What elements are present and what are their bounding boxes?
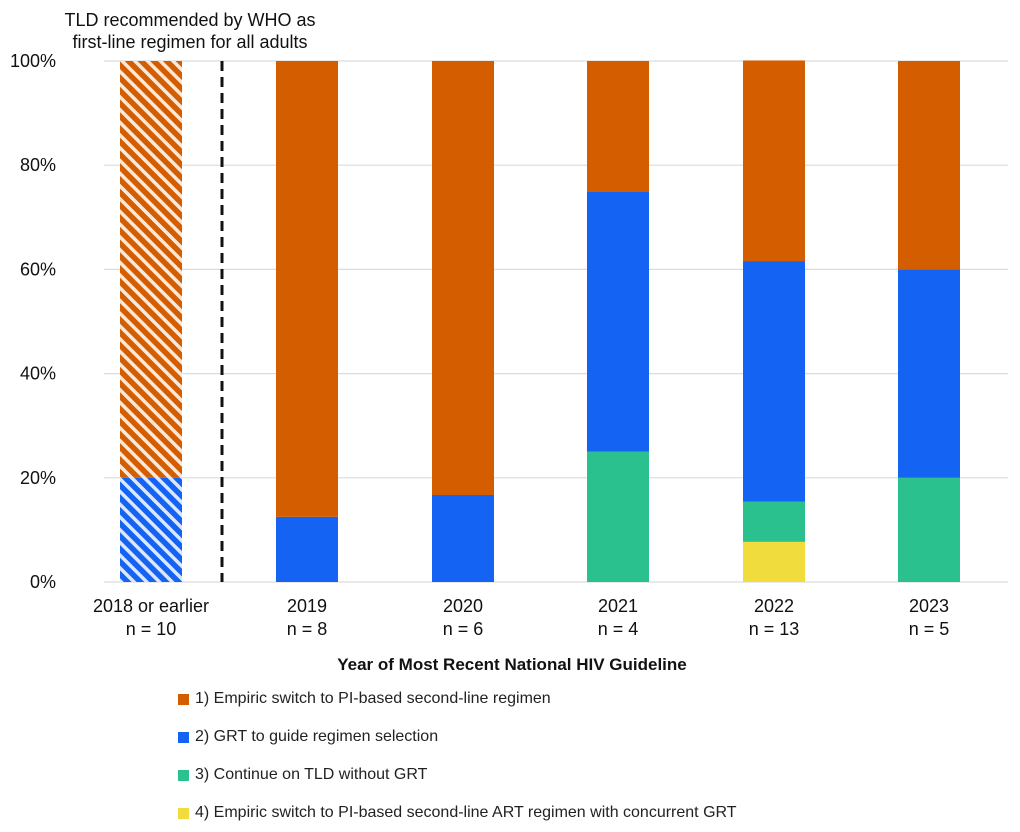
bar-segment xyxy=(432,61,494,495)
bar-segment xyxy=(432,494,494,582)
x-tick-label: 2022 xyxy=(754,596,794,616)
bar-segment xyxy=(276,516,338,582)
stacked-bar-chart: 0% 20% 40% 60% 80% 100% 2018 or earlier n = 10… xyxy=(10,10,1008,674)
bar-segment xyxy=(743,60,805,262)
x-axis-categories: 2018 or earlier n = 10 2019 n = 8 2020 n = 6 2… xyxy=(93,596,949,639)
legend-swatch xyxy=(178,693,189,705)
annotation-line-2: first-line regimen for all adults xyxy=(72,32,307,52)
bar-segment xyxy=(120,477,182,582)
bar-segment xyxy=(743,261,805,502)
gridlines xyxy=(104,60,1008,583)
legend-item: 1) Empiric switch to PI-based second-lin… xyxy=(178,680,737,718)
y-tick-label: 100% xyxy=(10,51,56,71)
bars xyxy=(120,60,960,582)
legend-label: 2) GRT to guide regimen selection xyxy=(195,728,439,745)
bar-segment xyxy=(276,61,338,517)
legend-swatch xyxy=(178,731,189,743)
bar-segment xyxy=(587,61,649,192)
bar-segment xyxy=(898,477,960,582)
x-tick-label: 2018 or earlier xyxy=(93,596,209,616)
y-tick-label: 0% xyxy=(30,572,56,592)
x-tick-n-label: n = 8 xyxy=(287,619,328,639)
legend-item: 4) Empiric switch to PI-based second-lin… xyxy=(178,794,737,832)
x-tick-label: 2019 xyxy=(287,596,327,616)
legend-item: 2) GRT to guide regimen selection xyxy=(178,718,737,756)
bar-segment xyxy=(587,451,649,582)
legend-label: 4) Empiric switch to PI-based second-lin… xyxy=(195,804,737,821)
legend-label: 3) Continue on TLD without GRT xyxy=(195,766,428,783)
bar-segment xyxy=(898,269,960,478)
x-axis-title: Year of Most Recent National HIV Guideli… xyxy=(337,655,687,674)
x-tick-n-label: n = 10 xyxy=(126,619,177,639)
bar-segment xyxy=(743,541,805,582)
legend: 1) Empiric switch to PI-based second-lin… xyxy=(178,680,737,832)
bar-segment xyxy=(587,191,649,452)
x-tick-label: 2021 xyxy=(598,596,638,616)
legend-swatch xyxy=(178,769,189,781)
x-tick-n-label: n = 6 xyxy=(443,619,484,639)
y-tick-label: 40% xyxy=(20,364,56,384)
legend-swatch xyxy=(178,807,189,819)
x-tick-label: 2023 xyxy=(909,596,949,616)
y-tick-label: 80% xyxy=(20,155,56,175)
legend-label: 1) Empiric switch to PI-based second-lin… xyxy=(195,690,551,707)
bar-segment xyxy=(898,61,960,270)
bar-segment xyxy=(120,61,182,478)
annotation-line-1: TLD recommended by WHO as xyxy=(64,10,315,30)
x-tick-label: 2020 xyxy=(443,596,483,616)
legend-item: 3) Continue on TLD without GRT xyxy=(178,756,737,794)
y-axis-ticks: 0% 20% 40% 60% 80% 100% xyxy=(10,51,56,592)
x-tick-n-label: n = 4 xyxy=(598,619,639,639)
x-tick-n-label: n = 13 xyxy=(749,619,800,639)
x-tick-n-label: n = 5 xyxy=(909,619,950,639)
bar-segment xyxy=(743,501,805,542)
y-tick-label: 60% xyxy=(20,259,56,279)
y-tick-label: 20% xyxy=(20,468,56,488)
